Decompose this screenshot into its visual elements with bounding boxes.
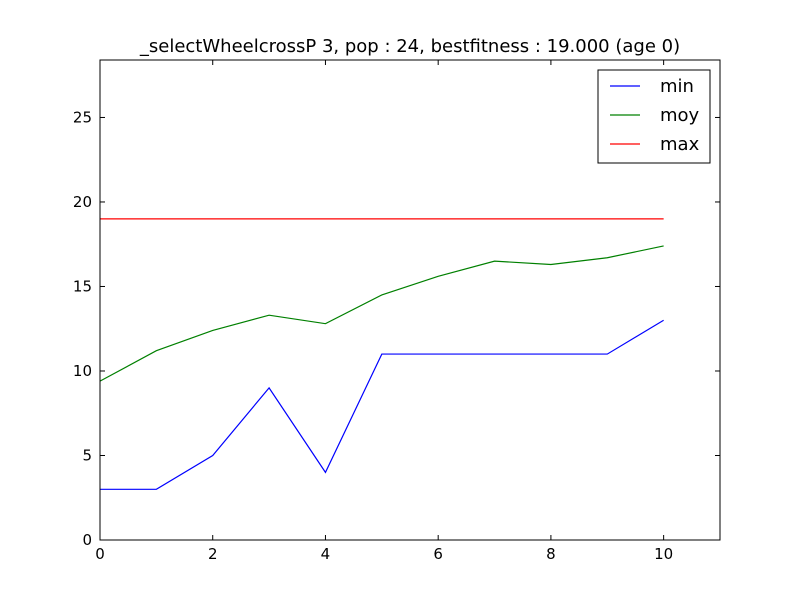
- x-tick-label: 6: [433, 545, 443, 563]
- y-tick-label: 10: [73, 362, 92, 380]
- legend: min moy max: [597, 69, 711, 164]
- x-tick-label: 0: [95, 545, 105, 563]
- axes-frame: [99, 59, 721, 541]
- legend-label-min: min: [660, 76, 694, 97]
- x-tick-label: 10: [654, 545, 673, 563]
- legend-label-max: max: [660, 134, 700, 155]
- legend-label-moy: moy: [660, 105, 700, 126]
- series-line-min: [100, 319, 664, 490]
- x-tick-label: 4: [321, 545, 331, 563]
- chart-title: _selectWheelcrossP 3, pop : 24, bestfitn…: [139, 36, 680, 57]
- y-tick-label: 15: [73, 277, 92, 295]
- y-tick-label: 25: [73, 108, 92, 126]
- y-tick-label: 20: [73, 193, 92, 211]
- x-tick-label: 8: [546, 545, 556, 563]
- plot-area: 0 2 4 6 8 10 0 5 10 15 20 25: [73, 59, 721, 563]
- x-tick-label: 2: [208, 545, 218, 563]
- y-tick-label: 0: [82, 531, 92, 549]
- series-line-moy: [99, 245, 664, 382]
- y-tick-label: 5: [82, 446, 92, 464]
